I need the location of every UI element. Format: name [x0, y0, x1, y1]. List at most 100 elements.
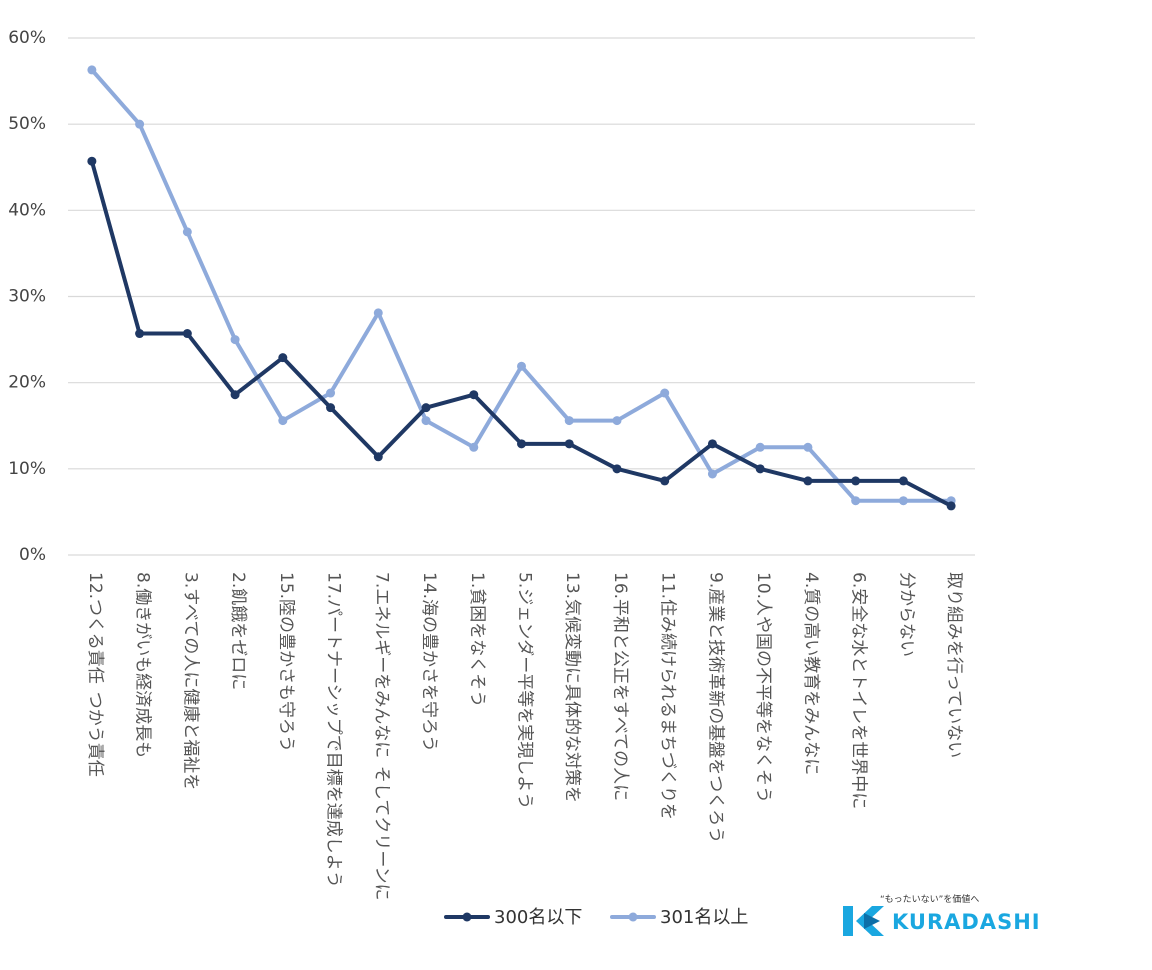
x-category-text: 6.安全な水とトイレを世界中に	[849, 572, 869, 809]
series-2	[87, 65, 956, 506]
y-tick-label: 20%	[8, 373, 46, 393]
svg-text:9.産業と技術革新の基盤をつくろう: 9.産業と技術革新の基盤をつくろう	[705, 572, 725, 843]
x-category-text: 15.陸の豊かさも守ろう	[276, 572, 296, 752]
data-point	[230, 390, 240, 400]
x-category-text: 7.エネルギーをみんなに	[371, 572, 391, 758]
y-tick-label: 50%	[8, 114, 46, 134]
data-point	[612, 464, 622, 474]
series-line	[89, 67, 954, 503]
x-category-label: 13.気候変動に具体的な対策を	[562, 572, 582, 803]
data-point	[278, 416, 288, 426]
svg-text:2.飢餓をゼロに: 2.飢餓をゼロに	[228, 572, 248, 690]
x-category-label: 8.働きがいも経済成長も	[133, 572, 153, 758]
y-tick-label: 10%	[8, 459, 46, 479]
svg-text:12.つくる責任つかう責任: 12.つくる責任つかう責任	[85, 572, 105, 777]
x-category-text: 11.住み続けられるまちづくりを	[658, 572, 678, 820]
x-category-label: 分からない	[896, 572, 916, 657]
logo-wordmark: KURADASHI	[892, 910, 1041, 934]
svg-text:16.平和と公正をすべての人に: 16.平和と公正をすべての人に	[610, 572, 630, 801]
svg-text:7.エネルギーをみんなにそしてクリーンに: 7.エネルギーをみんなにそしてクリーンに	[371, 572, 391, 901]
data-point	[135, 329, 145, 339]
x-category-text: 分からない	[896, 572, 916, 657]
x-category-label: 14.海の豊かさを守ろう	[419, 572, 439, 752]
data-point	[517, 439, 526, 449]
svg-text:8.働きがいも経済成長も: 8.働きがいも経済成長も	[133, 572, 153, 758]
data-point	[803, 476, 813, 486]
x-category-label: 6.安全な水とトイレを世界中に	[849, 572, 869, 809]
x-category-text: 4.質の高い教育をみんなに	[801, 572, 821, 775]
x-category-text: 2.飢餓をゼロに	[228, 572, 248, 690]
x-category-label: 15.陸の豊かさも守ろう	[276, 572, 296, 752]
data-point	[182, 227, 192, 237]
data-point	[946, 501, 956, 511]
data-point	[373, 308, 383, 318]
data-point	[851, 496, 861, 506]
x-category-label: 7.エネルギーをみんなにそしてクリーンに	[371, 572, 391, 901]
y-tick-label: 30%	[8, 287, 46, 307]
data-point	[182, 329, 192, 339]
x-category-text: そしてクリーンに	[371, 766, 391, 901]
data-point	[517, 361, 526, 371]
x-category-text: 5.ジェンダー平等を実現しよう	[515, 572, 535, 809]
svg-text:10.人や国の不平等をなくそう: 10.人や国の不平等をなくそう	[753, 572, 773, 803]
x-category-text: 3.すべての人に健康と福祉を	[180, 572, 200, 790]
svg-text:4.質の高い教育をみんなに: 4.質の高い教育をみんなに	[801, 572, 821, 775]
legend-label: 300名以下	[494, 907, 582, 928]
x-category-label: 取り組みを行っていない	[944, 572, 964, 758]
svg-text:11.住み続けられるまちづくりを: 11.住み続けられるまちづくりを	[658, 572, 678, 820]
legend-marker	[628, 912, 638, 922]
svg-text:取り組みを行っていない: 取り組みを行っていない	[944, 572, 964, 758]
x-category-label: 9.産業と技術革新の基盤をつくろう	[705, 572, 725, 843]
svg-text:15.陸の豊かさも守ろう: 15.陸の豊かさも守ろう	[276, 572, 296, 752]
kuradashi-logo: “もったいない”を価値へ KURADASHI	[843, 893, 1041, 936]
x-category-label: 11.住み続けられるまちづくりを	[658, 572, 678, 820]
x-category-text: 12.つくる責任	[85, 572, 105, 684]
x-category-text: 16.平和と公正をすべての人に	[610, 572, 630, 801]
data-point	[421, 416, 431, 426]
series-1	[87, 156, 956, 511]
grid-lines	[68, 37, 975, 556]
y-axis-ticks: 0% 10% 20% 30% 40% 50% 60%	[8, 28, 46, 565]
x-category-text: 17.パートナーシップで目標を達成しよう	[324, 572, 344, 888]
data-point	[469, 390, 479, 400]
legend-label: 301名以上	[660, 907, 748, 928]
svg-text:17.パートナーシップで目標を達成しよう: 17.パートナーシップで目標を達成しよう	[324, 572, 344, 888]
svg-text:分からない: 分からない	[896, 572, 916, 657]
y-tick-label: 40%	[8, 200, 46, 220]
x-category-label: 10.人や国の不平等をなくそう	[753, 572, 773, 803]
data-point	[421, 403, 431, 413]
data-point	[326, 388, 336, 398]
svg-text:6.安全な水とトイレを世界中に: 6.安全な水とトイレを世界中に	[849, 572, 869, 809]
x-category-text: 8.働きがいも経済成長も	[133, 572, 153, 758]
x-category-label: 16.平和と公正をすべての人に	[610, 572, 630, 801]
svg-text:5.ジェンダー平等を実現しよう: 5.ジェンダー平等を実現しよう	[515, 572, 535, 809]
data-point	[755, 464, 765, 474]
x-category-label: 5.ジェンダー平等を実現しよう	[515, 572, 535, 809]
data-point	[87, 65, 97, 75]
series-line	[89, 159, 954, 508]
data-point	[87, 156, 97, 166]
x-category-label: 4.質の高い教育をみんなに	[801, 572, 821, 775]
svg-text:1.貧困をなくそう: 1.貧困をなくそう	[467, 572, 487, 707]
data-point	[564, 416, 574, 426]
data-point	[660, 388, 670, 398]
y-tick-label: 60%	[8, 28, 46, 48]
data-point	[851, 476, 861, 486]
svg-text:13.気候変動に具体的な対策を: 13.気候変動に具体的な対策を	[562, 572, 582, 803]
data-point	[373, 452, 383, 462]
data-point	[278, 353, 288, 363]
data-point	[660, 476, 670, 486]
x-category-text: 取り組みを行っていない	[944, 572, 964, 758]
x-category-label: 1.貧困をなくそう	[467, 572, 487, 707]
legend-item: 300名以下	[444, 907, 582, 928]
data-point	[898, 476, 908, 486]
legend: 300名以下 301名以上	[444, 907, 748, 928]
data-point	[135, 119, 145, 129]
x-category-text: 10.人や国の不平等をなくそう	[753, 572, 773, 803]
data-point	[707, 469, 717, 479]
data-point	[803, 442, 813, 452]
y-tick-label: 0%	[19, 545, 46, 565]
data-point	[469, 442, 479, 452]
x-category-label: 17.パートナーシップで目標を達成しよう	[324, 572, 344, 888]
